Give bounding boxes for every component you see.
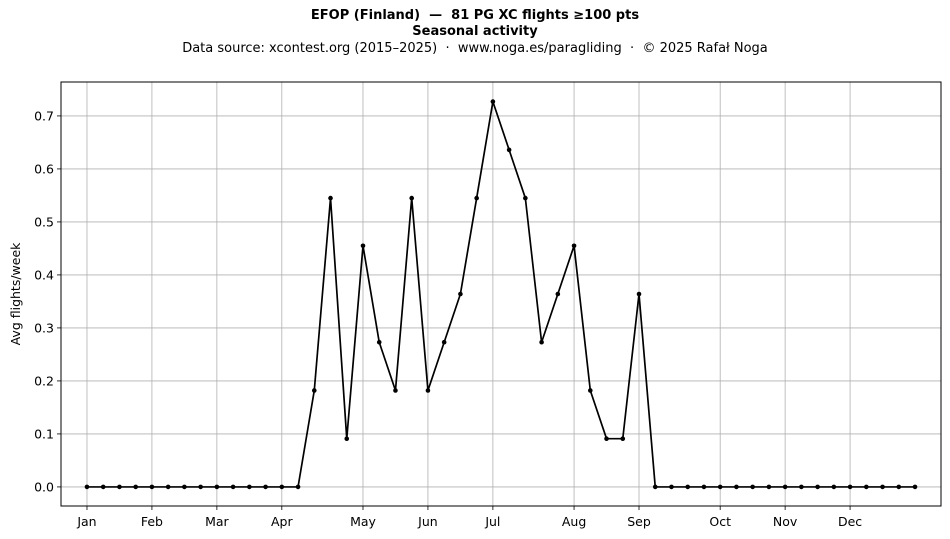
y-tick-label: 0.1 (34, 426, 54, 441)
data-point (295, 484, 301, 490)
x-tick-label: Sep (627, 514, 651, 529)
data-point (669, 484, 674, 490)
data-point (734, 484, 739, 490)
data-point (117, 484, 122, 490)
data-point (620, 436, 626, 441)
data-point (750, 484, 755, 490)
x-tick-label: Feb (141, 514, 163, 529)
plot-frame (60, 81, 942, 507)
x-tick-label: Jun (417, 514, 438, 529)
data-point (279, 484, 285, 490)
data-point (409, 195, 415, 201)
y-tick-label: 0.0 (34, 479, 54, 494)
data-point (458, 291, 463, 297)
data-point (247, 484, 252, 490)
x-tick-label: Aug (562, 514, 586, 529)
chart-title-line-2: Seasonal activity (412, 24, 538, 39)
x-tick-label: Jan (76, 514, 96, 529)
x-tick-label: May (350, 514, 376, 529)
data-point (344, 436, 350, 441)
data-point (636, 291, 642, 297)
data-point (360, 243, 366, 249)
data-point (133, 484, 138, 490)
chart-subtitle: Data source: xcontest.org (2015–2025) · … (182, 41, 768, 56)
data-point (198, 484, 203, 490)
grid (61, 82, 941, 506)
data-point (831, 484, 837, 490)
x-tick-label: Apr (271, 514, 293, 529)
data-point (506, 147, 512, 153)
axis-ticks: Jan Feb Mar Apr May Jun Jul Aug Sep Oct Nov Dec 0.0 0… (34, 108, 862, 529)
data-point (571, 243, 577, 249)
data-point (539, 339, 544, 345)
x-tick-label: Jul (484, 514, 500, 529)
data-point (263, 484, 268, 490)
data-point (782, 484, 788, 490)
data-point (815, 484, 820, 490)
data-point (393, 388, 398, 393)
data-point (847, 484, 853, 490)
data-point (717, 484, 723, 490)
data-point (84, 484, 90, 490)
y-tick-label: 0.5 (34, 214, 54, 229)
data-point (230, 484, 236, 490)
data-point (555, 291, 561, 297)
data-point (328, 195, 333, 201)
series-layer (84, 99, 918, 490)
data-point (701, 484, 707, 490)
data-point (474, 195, 479, 201)
data-point (214, 484, 220, 490)
data-point (896, 484, 902, 490)
data-point (425, 388, 431, 393)
x-tick-label: Dec (838, 514, 862, 529)
data-point (799, 484, 804, 490)
y-axis-label: Avg flights/week (8, 242, 23, 346)
data-point (376, 339, 382, 345)
y-tick-label: 0.2 (34, 373, 54, 388)
series-line (86, 100, 916, 488)
data-point (766, 484, 772, 490)
y-tick-label: 0.4 (34, 267, 54, 282)
data-point (523, 195, 528, 201)
data-point (149, 484, 155, 490)
data-point (912, 484, 918, 490)
data-point (490, 99, 496, 104)
data-point (604, 436, 609, 441)
chart-title-line-1: EFOP (Finland) — 81 PG XC flights ≥100 p… (310, 8, 640, 23)
x-tick-label: Oct (709, 514, 731, 529)
data-point (182, 484, 187, 490)
data-point (685, 484, 691, 490)
data-point (880, 484, 885, 490)
data-point (652, 484, 658, 490)
x-tick-label: Nov (773, 514, 798, 529)
data-point (587, 388, 593, 393)
data-point (864, 484, 869, 490)
y-tick-label: 0.6 (34, 161, 54, 176)
y-tick-label: 0.3 (34, 320, 54, 335)
y-tick-label: 0.7 (34, 108, 54, 123)
data-point (311, 388, 317, 393)
data-point (100, 484, 106, 490)
data-point (165, 484, 171, 490)
chart-header: EFOP (Finland) — 81 PG XC flights ≥100 p… (0, 8, 950, 57)
x-tick-label: Mar (205, 514, 229, 529)
data-point (441, 339, 447, 345)
